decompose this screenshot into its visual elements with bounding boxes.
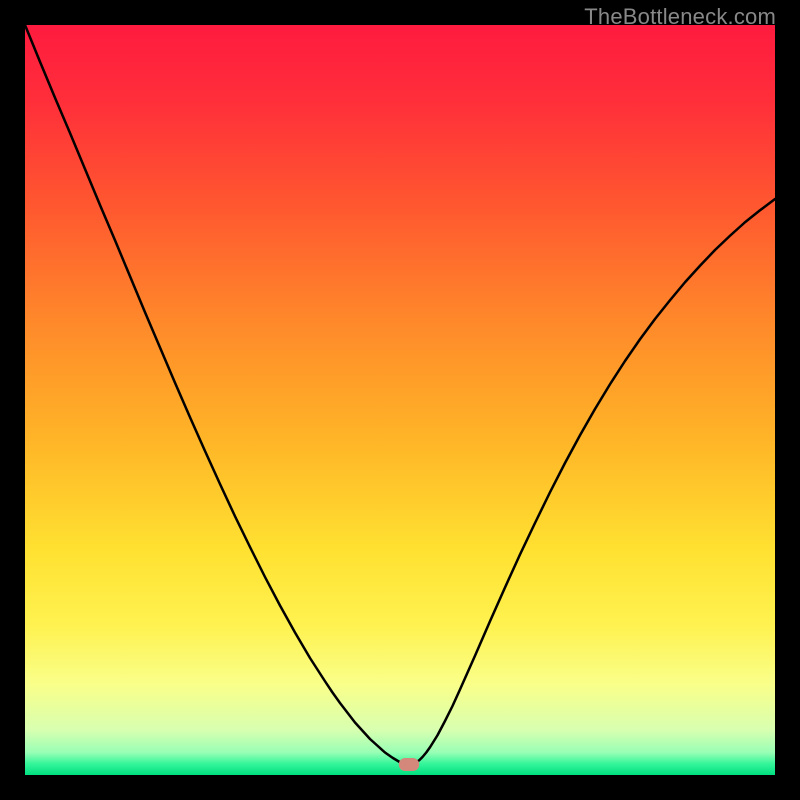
bottleneck-curve-chart	[0, 0, 800, 800]
minimum-marker	[399, 759, 419, 771]
chart-plot-area	[25, 25, 775, 775]
chart-frame: TheBottleneck.com	[0, 0, 800, 800]
